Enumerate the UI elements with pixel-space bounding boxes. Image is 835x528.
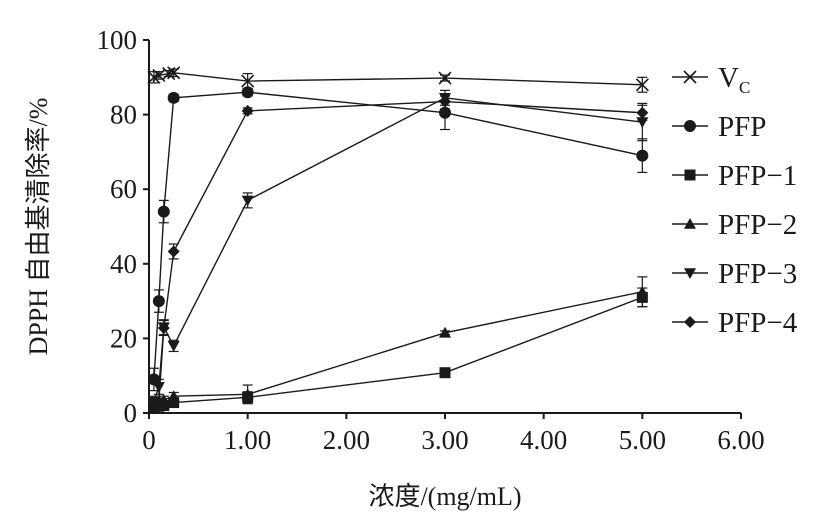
legend-marker — [684, 169, 696, 181]
data-point — [241, 195, 254, 207]
legend-marker — [684, 268, 696, 279]
legend-item-1: PFP — [672, 111, 766, 143]
legend-item-0: VC — [672, 62, 750, 97]
y-tick-label: 20 — [110, 323, 137, 353]
data-point — [636, 149, 649, 162]
legend-label: PFP−3 — [718, 258, 797, 290]
legend-item-4: PFP−3 — [672, 258, 797, 290]
data-point — [241, 388, 254, 400]
data-point — [167, 341, 180, 352]
legend-item-3: PFP−2 — [672, 209, 797, 241]
data-point — [439, 106, 451, 119]
data-point — [241, 104, 254, 117]
x-tick-label: 3.00 — [421, 425, 468, 455]
x-axis-title: 浓度/(mg/mL) — [368, 482, 521, 511]
data-point — [241, 74, 255, 88]
series-1 — [147, 86, 649, 392]
legend-label: PFP−4 — [718, 307, 798, 339]
legend-marker — [684, 120, 696, 132]
y-tick-label: 80 — [110, 100, 137, 130]
legend-label: VC — [718, 62, 750, 97]
series-line — [153, 72, 643, 86]
data-point — [168, 397, 180, 409]
data-point — [152, 395, 165, 408]
y-axis-title: DPPH 自由基清除率/% — [24, 98, 53, 356]
data-point — [147, 70, 161, 84]
data-point — [167, 390, 180, 402]
data-point — [439, 326, 451, 338]
data-point-stroke — [162, 67, 176, 81]
legend-label: PFP — [718, 111, 766, 143]
x-tick-label: 6.00 — [717, 425, 764, 455]
data-point — [167, 66, 181, 80]
data-point — [438, 71, 452, 85]
data-point — [157, 205, 170, 218]
legend-marker — [684, 218, 696, 229]
data-point-stroke — [241, 74, 255, 88]
data-point-stroke — [438, 71, 452, 85]
series-line — [153, 100, 643, 408]
data-point-stroke — [147, 70, 161, 84]
x-tick-label: 4.00 — [520, 425, 567, 455]
x-tick-label: 0 — [142, 425, 156, 455]
legend-marker — [683, 70, 697, 84]
data-point-stroke — [152, 68, 166, 83]
legend-label-sub: C — [739, 78, 750, 97]
series-0 — [147, 66, 649, 93]
series-3 — [147, 276, 649, 411]
x-tick-label: 5.00 — [619, 425, 666, 455]
y-tick-label: 40 — [110, 249, 137, 279]
series-5 — [147, 93, 649, 414]
series-4 — [147, 89, 649, 409]
series-line — [153, 97, 643, 403]
data-point — [152, 295, 165, 308]
data-point — [162, 67, 176, 81]
data-point — [152, 382, 165, 393]
legend-marker-stroke — [683, 70, 697, 84]
legend-label: PFP−1 — [718, 160, 797, 192]
y-tick-label: 0 — [124, 398, 138, 428]
legend-label: PFP−2 — [718, 209, 797, 241]
legend-item-2: PFP−1 — [672, 160, 797, 192]
x-tick-label: 2.00 — [323, 425, 370, 455]
y-tick-label: 100 — [97, 25, 138, 55]
series-line — [153, 296, 643, 409]
series-line — [153, 91, 643, 380]
data-point-stroke — [635, 78, 649, 92]
legend-item-5: PFP−4 — [672, 307, 798, 339]
data-point — [439, 95, 451, 108]
data-point — [157, 321, 170, 334]
data-point — [241, 86, 254, 99]
data-point — [167, 245, 180, 258]
y-tick-label: 60 — [110, 174, 137, 204]
legend-marker — [684, 316, 696, 328]
x-tick-label: 1.00 — [224, 425, 271, 455]
data-point — [439, 367, 451, 379]
data-point — [635, 78, 649, 92]
data-point — [636, 285, 649, 297]
data-point — [636, 106, 649, 119]
data-point-stroke — [167, 66, 181, 80]
data-point — [167, 91, 180, 104]
series-line — [153, 291, 643, 407]
